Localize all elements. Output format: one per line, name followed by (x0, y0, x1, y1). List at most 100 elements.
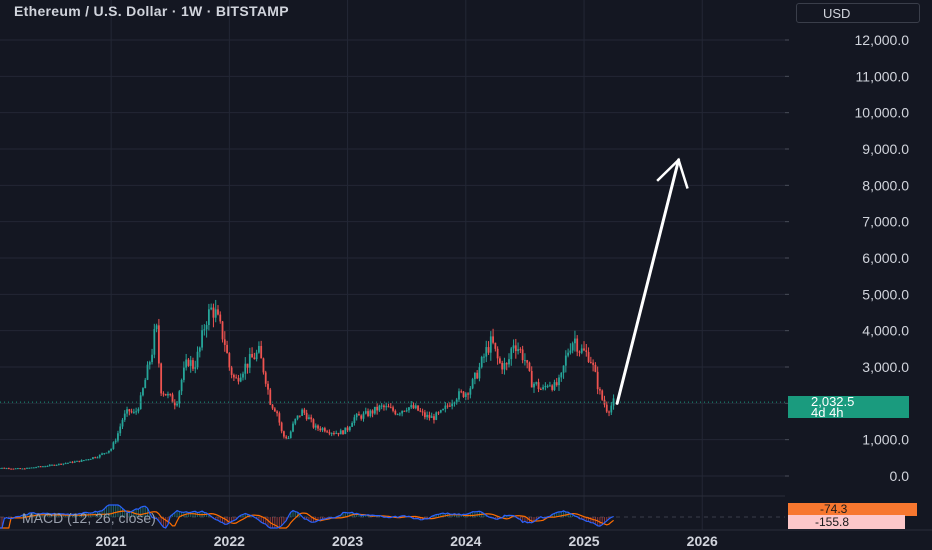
candle-body (592, 362, 595, 365)
price-axis[interactable]: 0.01,000.02,000.03,000.04,000.05,000.06,… (785, 0, 932, 550)
time-tick-label: 2025 (568, 533, 599, 549)
candle-body (121, 419, 124, 427)
candle-body (5, 468, 8, 470)
candle-body (521, 349, 524, 361)
candle-body (239, 377, 242, 382)
candle-body (435, 412, 438, 420)
candle-body (455, 399, 458, 403)
candle-body (17, 468, 19, 470)
candle-body (439, 410, 442, 413)
candle-body (567, 352, 570, 356)
candle-body (39, 466, 42, 468)
candle-body (542, 387, 544, 390)
candle-body (28, 467, 31, 469)
candle-body (599, 389, 601, 391)
candle-body (453, 402, 456, 404)
candle-body (51, 464, 53, 466)
candle-body (469, 388, 472, 395)
candle-body (514, 345, 517, 352)
candle-body (89, 458, 92, 460)
macd-value-tag: -74.3 (788, 503, 917, 516)
candle-body (112, 442, 115, 449)
candle-body (246, 363, 249, 368)
candle-body (107, 450, 110, 453)
candle-body (471, 379, 474, 389)
candle-body (314, 425, 317, 428)
candle-body (553, 382, 556, 390)
candle-body (258, 345, 260, 353)
candle-body (512, 345, 515, 349)
candle-body (119, 426, 122, 434)
time-axis[interactable]: 2021 2022 2023 2024 2025 2026 (0, 529, 932, 550)
candle-body (371, 410, 374, 414)
price-tick-label: 6,000.0 (862, 250, 909, 266)
candle-body (30, 467, 33, 469)
candle-body (321, 428, 324, 431)
last-price-value: 2,032.5 (811, 394, 855, 409)
candle-body (426, 414, 429, 418)
candle-body (114, 440, 117, 443)
candle-body (360, 415, 363, 419)
candle-body (205, 325, 208, 330)
candle-body (555, 382, 558, 386)
candle-body (478, 367, 481, 379)
candle-body (255, 352, 258, 360)
candle-body (398, 413, 401, 415)
candle-body (1, 467, 3, 469)
candle-body (271, 404, 274, 409)
candle-body (585, 350, 588, 353)
candle-body (162, 393, 165, 395)
candle-body (298, 415, 301, 417)
candle-body (80, 460, 83, 462)
macd-indicator-label[interactable]: MACD (12, 26, close) (22, 510, 156, 526)
candle-body (428, 414, 431, 418)
candle-body (401, 410, 404, 414)
candle-body (373, 406, 376, 414)
candle-body (596, 371, 599, 390)
candle-body (301, 409, 304, 416)
price-tick-label: 0.0 (890, 468, 910, 484)
candle-body (289, 431, 292, 439)
candle-body (105, 452, 108, 454)
candle-body (160, 363, 163, 394)
candle-body (144, 379, 147, 389)
candle-body (178, 391, 181, 404)
candle-body (73, 461, 76, 463)
candle-body (85, 459, 88, 461)
projection-arrow-head (656, 157, 689, 189)
candle-body (342, 430, 344, 435)
candle-body (182, 367, 185, 380)
candle-body (103, 453, 106, 455)
signal-line (0, 510, 614, 529)
candle-body (23, 468, 26, 470)
candle-body (546, 385, 549, 387)
candle-body (487, 347, 490, 353)
candle-body (12, 468, 15, 470)
candle-body (69, 461, 72, 463)
candle-body (35, 467, 38, 469)
candle-body (317, 425, 319, 429)
candle-body (273, 408, 276, 412)
candle-body (10, 468, 12, 470)
candle-body (328, 432, 331, 434)
candle-body (92, 457, 94, 459)
candle-body (278, 413, 281, 423)
candle-body (232, 374, 235, 378)
candle-body (57, 463, 60, 465)
candle-body (537, 382, 540, 390)
candle-body (412, 405, 415, 409)
candle-body (421, 411, 424, 413)
candle-body (451, 403, 454, 407)
candle-body (508, 359, 510, 365)
candle-body (610, 405, 613, 413)
candle-body (571, 343, 574, 351)
candle-body (14, 468, 17, 470)
currency-button[interactable]: USD (796, 3, 920, 23)
candle-body (305, 412, 308, 420)
candle-body (376, 406, 379, 411)
candle-body (223, 339, 226, 345)
candle-body (503, 363, 506, 370)
candle-body (214, 309, 217, 318)
candle-body (587, 352, 590, 362)
